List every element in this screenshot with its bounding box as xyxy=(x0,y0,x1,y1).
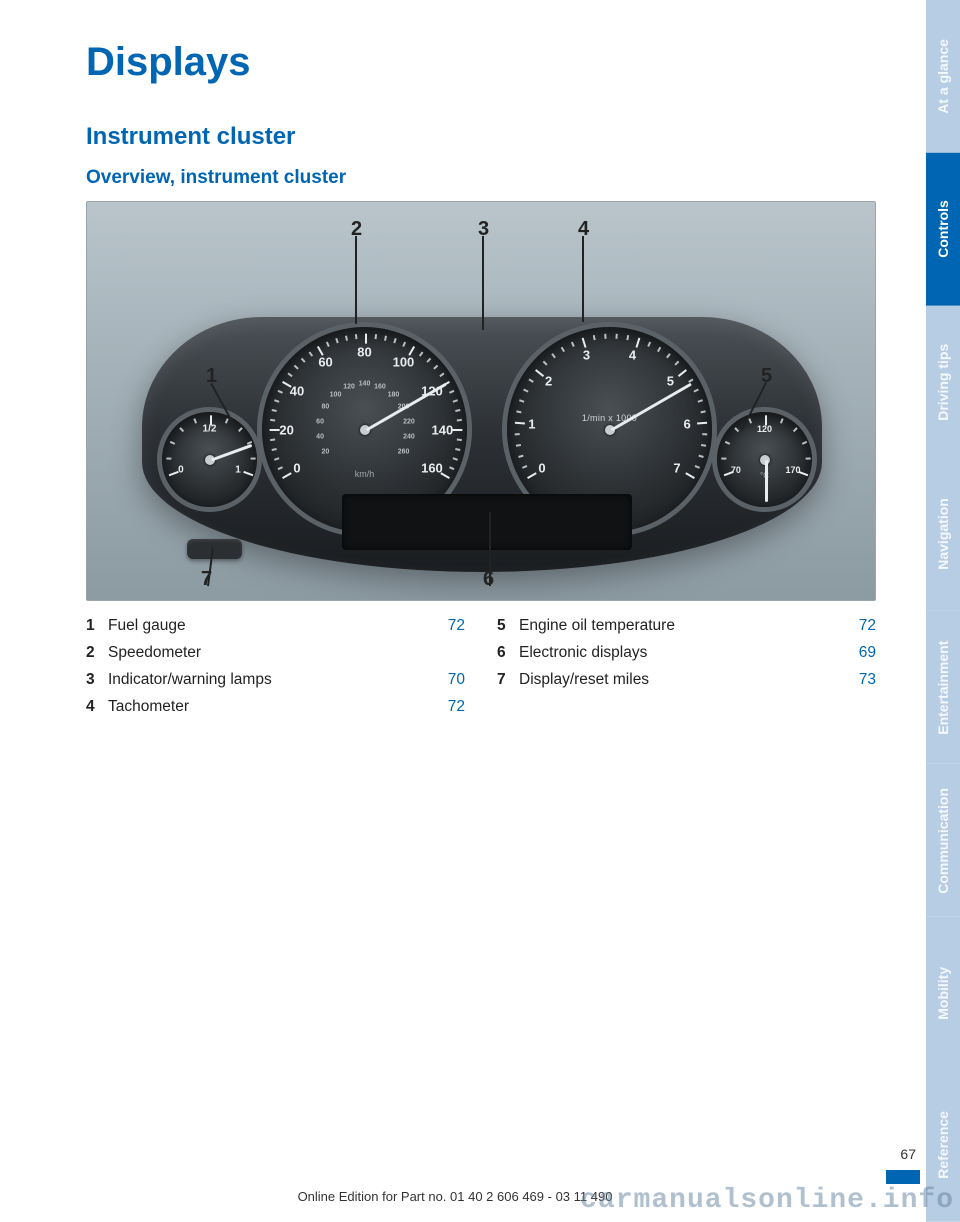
legend-number: 2 xyxy=(86,644,108,662)
gauge-label-inner: 140 xyxy=(359,381,371,388)
callout-label-5: 5 xyxy=(761,365,772,388)
instrument-cluster-figure: mph km/h 0204060801001201401602040608010… xyxy=(86,201,876,601)
gauge-label: 1/2 xyxy=(203,424,217,435)
gauge-label-inner: 180 xyxy=(388,391,400,398)
legend-item-2: 2Speedometer xyxy=(86,644,465,662)
legend-text: Engine oil temperature xyxy=(519,617,851,635)
legend-item-7: 7Display/reset miles 73 xyxy=(497,671,876,689)
gauge-label: 0 xyxy=(538,461,545,476)
gauge-label: 3 xyxy=(583,348,590,363)
legend-text: Electronic displays xyxy=(519,644,851,662)
callout-line-4 xyxy=(583,236,585,322)
legend-page-link[interactable]: 72 xyxy=(859,617,876,635)
gauge-label: 0 xyxy=(293,461,300,476)
callout-label-7: 7 xyxy=(201,568,212,591)
gauge-label: 4 xyxy=(629,348,636,363)
tacho-title: 1/min x 1000 xyxy=(507,413,712,423)
gauge-needle xyxy=(210,443,251,460)
section-tabs: At a glanceControlsDriving tipsNavigatio… xyxy=(926,0,960,1222)
legend-text: Display/reset miles xyxy=(519,671,851,689)
electronic-display-lcd xyxy=(342,494,632,550)
legend-page-link[interactable]: 73 xyxy=(859,671,876,689)
display-reset-button xyxy=(187,539,242,559)
legend-text: Speedometer xyxy=(108,644,465,662)
page-title: Displays xyxy=(86,40,876,85)
gauge-label-inner: 220 xyxy=(403,418,415,425)
gauge-label-inner: 20 xyxy=(322,449,330,456)
legend-page-link[interactable]: 72 xyxy=(448,698,465,716)
gauge-label: 20 xyxy=(279,422,293,437)
gauge-label-inner: 120 xyxy=(343,384,355,391)
legend-item-3: 3Indicator/warning lamps 70 xyxy=(86,671,465,689)
callout-line-3 xyxy=(483,236,485,330)
gauge-label-inner: 260 xyxy=(398,449,410,456)
gauge-label-inner: 80 xyxy=(322,403,330,410)
legend-item-6: 6Electronic displays 69 xyxy=(497,644,876,662)
gauge-needle xyxy=(610,382,691,431)
legend-item-4: 4Tachometer 72 xyxy=(86,698,465,716)
legend-item-1: 1Fuel gauge 72 xyxy=(86,617,465,635)
watermark: carmanualsonline.info xyxy=(580,1185,954,1216)
legend-text: Indicator/warning lamps xyxy=(108,671,440,689)
temp-gauge: °C 70120170 xyxy=(717,412,812,507)
legend-number: 7 xyxy=(497,671,519,689)
legend-number: 3 xyxy=(86,671,108,689)
gauge-label: 80 xyxy=(357,344,371,359)
gauge-label: 0 xyxy=(178,464,184,475)
gauge-label-inner: 240 xyxy=(403,434,415,441)
gauge-label: 2 xyxy=(545,373,552,388)
tab-navigation[interactable]: Navigation xyxy=(926,458,960,611)
section-heading: Instrument cluster xyxy=(86,123,876,151)
legend-number: 1 xyxy=(86,617,108,635)
figure-legend: 1Fuel gauge722Speedometer3Indicator/warn… xyxy=(86,617,876,725)
gauge-label: 60 xyxy=(318,355,332,370)
page-number-bar xyxy=(886,1170,920,1184)
legend-number: 5 xyxy=(497,617,519,635)
tab-communication[interactable]: Communication xyxy=(926,764,960,917)
gauge-label: 1 xyxy=(235,464,241,475)
tab-at-a-glance[interactable]: At a glance xyxy=(926,0,960,153)
gauge-label: 100 xyxy=(393,355,415,370)
tab-controls[interactable]: Controls xyxy=(926,153,960,306)
subsection-heading: Overview, instrument cluster xyxy=(86,167,876,189)
gauge-label-inner: 100 xyxy=(330,391,342,398)
cluster-body: mph km/h 0204060801001201401602040608010… xyxy=(142,317,822,572)
callout-line-2 xyxy=(356,236,358,324)
gauge-label: 7 xyxy=(673,461,680,476)
tab-driving-tips[interactable]: Driving tips xyxy=(926,306,960,459)
legend-page-link[interactable]: 69 xyxy=(859,644,876,662)
gauge-needle xyxy=(765,460,768,503)
fuel-gauge: 0 1/2 1 xyxy=(162,412,257,507)
gauge-label: 120 xyxy=(757,424,772,434)
legend-page-link[interactable]: 72 xyxy=(448,617,465,635)
legend-item-5: 5Engine oil temperature 72 xyxy=(497,617,876,635)
legend-text: Tachometer xyxy=(108,698,440,716)
page-number: 67 xyxy=(900,1146,916,1170)
tab-mobility[interactable]: Mobility xyxy=(926,917,960,1070)
gauge-label-inner: 160 xyxy=(374,384,386,391)
callout-line-6 xyxy=(489,512,491,586)
gauge-label: 6 xyxy=(684,416,691,431)
legend-number: 6 xyxy=(497,644,519,662)
gauge-label: 5 xyxy=(667,373,674,388)
gauge-label: 140 xyxy=(432,422,454,437)
legend-page-link[interactable]: 70 xyxy=(448,671,465,689)
legend-text: Fuel gauge xyxy=(108,617,440,635)
legend-number: 4 xyxy=(86,698,108,716)
gauge-label-inner: 40 xyxy=(316,434,324,441)
gauge-label-inner: 60 xyxy=(316,418,324,425)
tab-entertainment[interactable]: Entertainment xyxy=(926,611,960,764)
gauge-label: 1 xyxy=(528,416,535,431)
